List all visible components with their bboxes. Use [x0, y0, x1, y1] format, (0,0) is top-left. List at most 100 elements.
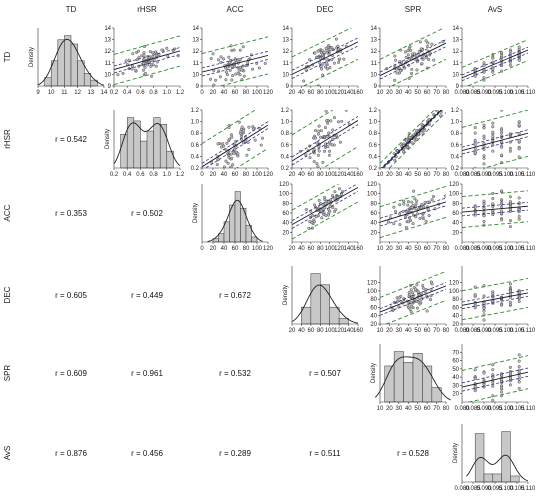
data-point	[482, 214, 486, 218]
x-tick-label: 0.095	[487, 486, 503, 492]
data-point	[241, 129, 246, 133]
histogram-bar	[329, 306, 340, 325]
regression-line	[292, 41, 358, 75]
x-tick-label: 20	[289, 328, 296, 334]
scatter-td-vs-acc: 0 20 40 60 80 100 120 9 10 11 12 13 14	[192, 26, 273, 96]
data-point	[431, 194, 436, 199]
data-point	[500, 218, 504, 222]
data-point	[393, 54, 397, 58]
data-point	[154, 64, 158, 68]
data-point	[423, 200, 427, 205]
data-point	[517, 123, 521, 127]
data-point	[420, 55, 424, 59]
data-point	[142, 44, 147, 49]
y-tick-label: 1.0	[191, 120, 200, 126]
data-point	[410, 141, 414, 145]
data-point	[415, 283, 419, 287]
density-axis-label: Density	[29, 47, 35, 67]
prediction-interval-lower	[380, 216, 446, 239]
data-point	[427, 213, 431, 218]
data-point	[310, 221, 314, 225]
data-point	[418, 40, 422, 44]
data-point	[234, 72, 238, 76]
data-point	[316, 49, 320, 53]
data-point	[308, 156, 312, 160]
prediction-interval-lower	[218, 73, 268, 86]
data-point	[317, 129, 321, 133]
y-tick-label: 1.2	[281, 108, 290, 114]
x-tick-label: 10	[377, 90, 384, 96]
regression-line	[292, 186, 358, 225]
data-point	[316, 132, 320, 136]
x-tick-label: 0.090	[476, 246, 492, 252]
histogram-bar	[510, 475, 520, 483]
data-point	[224, 78, 228, 82]
panel-content	[292, 28, 358, 86]
prediction-interval-upper	[380, 270, 446, 298]
data-point	[426, 57, 431, 61]
regression-line	[462, 132, 528, 152]
data-point	[219, 55, 223, 59]
data-point	[154, 50, 158, 54]
x-tick-label: 0.110	[521, 246, 536, 252]
regression-line	[292, 120, 358, 162]
y-tick-label: 10	[452, 72, 459, 78]
row-label-rhsr: rHSR	[3, 129, 12, 149]
data-point	[317, 198, 321, 202]
y-tick-label: 9	[456, 84, 460, 90]
histogram-bar	[310, 273, 321, 325]
x-tick-label: 0.095	[487, 246, 503, 252]
correlation-spr-td: r = 0.609	[55, 369, 87, 378]
data-point	[313, 51, 317, 55]
confidence-interval-upper	[292, 184, 358, 222]
y-tick-label: 0.8	[191, 131, 200, 137]
data-point	[403, 214, 408, 219]
data-point	[409, 288, 413, 292]
data-point	[263, 61, 267, 65]
y-tick-label: 80	[370, 297, 377, 303]
data-point	[500, 198, 504, 202]
x-tick-label: 140	[344, 90, 355, 96]
correlation-rhsr-td: r = 0.542	[55, 135, 87, 144]
data-point	[508, 200, 512, 204]
data-point	[230, 48, 234, 52]
data-point	[482, 144, 486, 149]
x-tick-label: 140	[344, 172, 355, 178]
data-point	[237, 120, 241, 124]
prediction-interval-upper	[292, 28, 352, 58]
x-tick-label: 60	[232, 90, 239, 96]
histogram-bar	[422, 365, 433, 403]
regression-line	[462, 371, 528, 388]
x-tick-label: 40	[405, 246, 412, 252]
scatter-rhsr-vs-spr: 10 20 30 40 50 60 70 80 0.2 0.4 0.6 0.8 1.0 1.2	[369, 108, 450, 178]
x-tick-label: 0.110	[521, 90, 536, 96]
data-point	[517, 214, 521, 218]
data-point	[215, 163, 219, 167]
data-point	[216, 142, 220, 146]
data-point	[482, 61, 486, 65]
data-point	[133, 68, 138, 72]
x-tick-label: 50	[414, 328, 421, 334]
data-point	[329, 47, 333, 51]
prediction-interval-upper	[380, 110, 435, 164]
data-point	[429, 287, 433, 291]
confidence-interval-lower	[114, 54, 180, 74]
x-tick-label: 160	[353, 328, 364, 334]
data-point	[392, 222, 396, 226]
x-tick-label: 10	[377, 406, 384, 412]
data-point	[222, 165, 226, 168]
data-point	[333, 190, 337, 194]
x-tick-label: 0.8	[149, 90, 158, 96]
y-tick-label: 60	[282, 211, 289, 217]
data-point	[406, 220, 411, 224]
data-point	[408, 307, 412, 311]
confidence-interval-lower	[292, 190, 358, 229]
x-tick-label: 40	[405, 90, 412, 96]
x-tick-label: 120	[334, 90, 345, 96]
y-tick-label: 11	[193, 61, 200, 67]
x-tick-label: 60	[424, 328, 431, 334]
y-tick-label: 100	[449, 192, 460, 198]
scatter-td-vs-dec: 20 40 60 80 100 120 140 160 9 10 11 12 13 14	[282, 26, 363, 96]
data-point	[420, 62, 424, 66]
